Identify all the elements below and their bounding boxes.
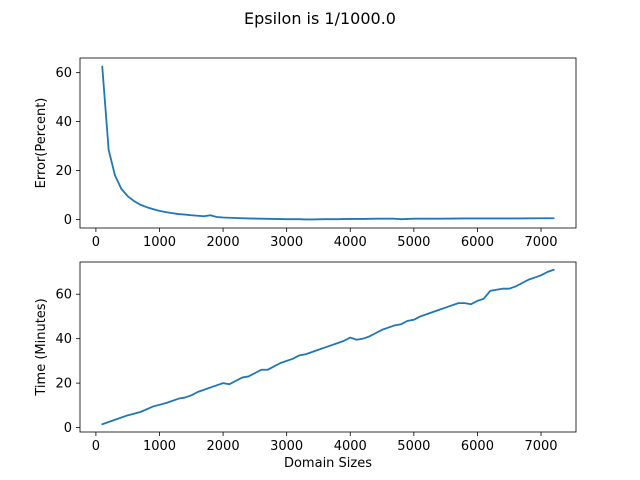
x-tick-label-6000: 6000 <box>461 235 494 250</box>
chart-panel-2: 0 1000 2000 3000 4000 5000 6000 7000 0 20 40 60 Time… <box>34 261 577 471</box>
x-tick-label-6000: 6000 <box>461 439 494 454</box>
y-tick-label-20: 20 <box>55 377 72 392</box>
y-tick-label-60: 60 <box>55 66 72 81</box>
x-axis-label-2: Domain Sizes <box>284 456 372 471</box>
x-tick-label-0: 0 <box>92 235 100 250</box>
y-tick-label-60: 60 <box>55 288 72 303</box>
y-tick-label-0: 0 <box>64 213 72 228</box>
y-axis-label-1: Error(Percent) <box>34 98 49 189</box>
y-tick-label-0: 0 <box>64 421 72 436</box>
x-tick-label-0: 0 <box>92 439 100 454</box>
x-tick-label-2000: 2000 <box>207 439 240 454</box>
x-tick-label-1000: 1000 <box>143 235 176 250</box>
x-tick-label-3000: 3000 <box>270 439 303 454</box>
plot-frame-2 <box>79 261 577 433</box>
x-tick-label-7000: 7000 <box>524 439 557 454</box>
x-tick-label-4000: 4000 <box>334 439 367 454</box>
x-tick-label-4000: 4000 <box>334 235 367 250</box>
y-tick-label-40: 40 <box>55 332 72 347</box>
x-tick-label-2000: 2000 <box>207 235 240 250</box>
y-tick-label-20: 20 <box>55 164 72 179</box>
series-line-1-1 <box>101 65 555 221</box>
x-tick-label-5000: 5000 <box>397 235 430 250</box>
series-line-2-1 <box>101 268 555 426</box>
figure-title: Epsilon is 1/1000.0 <box>244 9 396 28</box>
y-tick-label-40: 40 <box>55 115 72 130</box>
chart-panel-1: 0 1000 2000 3000 4000 5000 6000 7000 0 20 40 60 Erro… <box>34 57 577 250</box>
plot-frame-1 <box>79 57 577 229</box>
x-tick-label-1000: 1000 <box>143 439 176 454</box>
x-tick-label-5000: 5000 <box>397 439 430 454</box>
x-tick-label-7000: 7000 <box>524 235 557 250</box>
x-tick-label-3000: 3000 <box>270 235 303 250</box>
y-axis-label-2: Time (Minutes) <box>34 298 49 396</box>
